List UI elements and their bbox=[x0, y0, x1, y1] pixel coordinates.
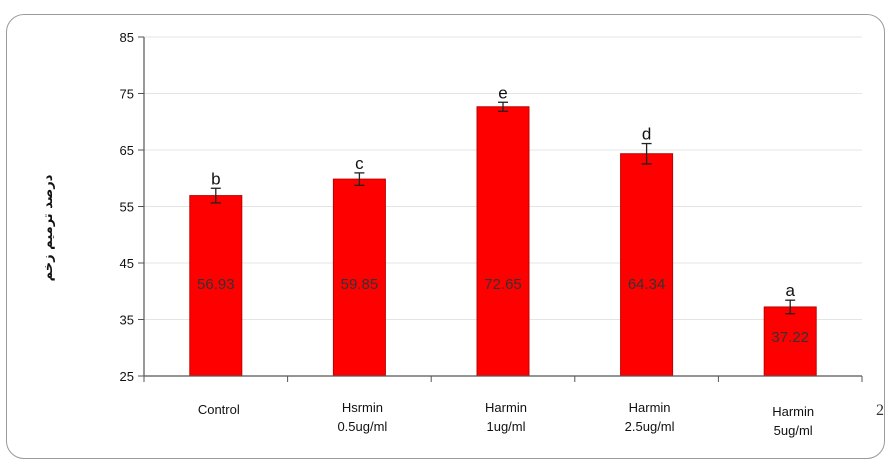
value-label-4: 37.22 bbox=[771, 329, 809, 346]
category-label-line: 1ug/ml bbox=[486, 419, 525, 434]
significance-label-4: a bbox=[785, 281, 795, 300]
category-label-3: Harmin 2.5ug/ml bbox=[625, 400, 675, 434]
axes bbox=[138, 36, 863, 382]
significance-label-3: d bbox=[642, 125, 651, 144]
y-tick-label-65: 65 bbox=[120, 143, 134, 158]
significance-label-2: e bbox=[498, 83, 507, 102]
bar-0 bbox=[189, 195, 243, 377]
category-label-line: Harmin bbox=[485, 400, 527, 415]
labels: 25 35 45 55 65 75 85 b 56.93 Control c 59.85 Hsrmin 0… bbox=[120, 30, 815, 438]
category-label-line: 5ug/ml bbox=[774, 423, 813, 438]
y-tick-label-75: 75 bbox=[120, 87, 134, 102]
bars bbox=[189, 101, 817, 377]
y-tick-label-85: 85 bbox=[120, 30, 134, 45]
category-label-line: 0.5ug/ml bbox=[337, 419, 387, 434]
bar-4 bbox=[763, 306, 817, 377]
value-label-2: 72.65 bbox=[484, 276, 522, 293]
category-label-line: Harmin bbox=[772, 404, 814, 419]
y-tick-label-35: 35 bbox=[120, 313, 134, 328]
value-label-3: 64.34 bbox=[628, 276, 666, 293]
significance-label-0: b bbox=[211, 169, 220, 188]
category-label-1: Hsrmin 0.5ug/ml bbox=[337, 400, 387, 434]
significance-label-1: c bbox=[355, 154, 364, 173]
category-label-2: Harmin 1ug/ml bbox=[485, 400, 527, 434]
category-label-4: Harmin 5ug/ml bbox=[772, 404, 814, 438]
value-label-0: 56.93 bbox=[197, 276, 235, 293]
category-label-line: 2.5ug/ml bbox=[625, 419, 675, 434]
gridlines bbox=[144, 36, 862, 320]
category-label-line: Hsrmin bbox=[342, 400, 383, 415]
page-number: 2 bbox=[876, 402, 884, 419]
category-label-line: Control bbox=[198, 402, 240, 417]
chart-frame bbox=[6, 14, 885, 459]
category-label-0: Control bbox=[198, 402, 240, 417]
y-tick-label-25: 25 bbox=[120, 369, 134, 384]
y-tick-label-55: 55 bbox=[120, 200, 134, 215]
bar-3 bbox=[620, 153, 674, 377]
y-tick-label-45: 45 bbox=[120, 256, 134, 271]
category-label-line: Harmin bbox=[629, 400, 671, 415]
value-label-1: 59.85 bbox=[341, 276, 379, 293]
bar-2 bbox=[476, 106, 530, 377]
y-axis-label: درصد ترمیم زخم bbox=[41, 174, 56, 281]
